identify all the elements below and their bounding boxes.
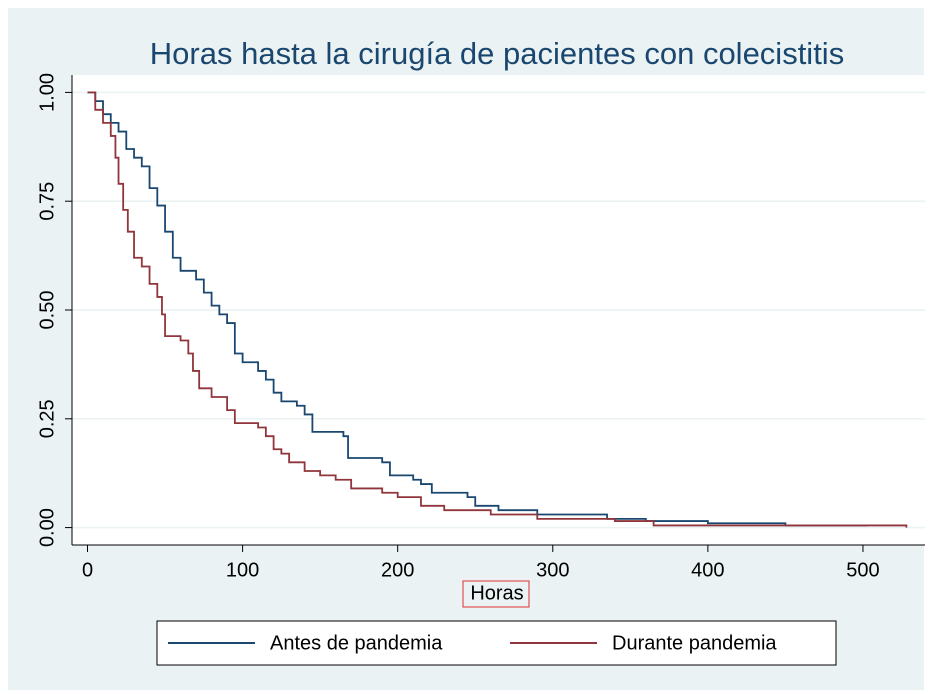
y-tick-label: 0.50 [36, 291, 58, 330]
x-tick-label: 500 [846, 559, 879, 581]
survival-line [87, 91, 868, 527]
y-tick-label: 0.25 [36, 399, 58, 438]
survival-line [87, 91, 908, 528]
x-tick-label: 400 [691, 559, 724, 581]
legend-label: Antes de pandemia [270, 632, 443, 654]
x-tick-label: 100 [226, 559, 259, 581]
x-axis-label: Horas [470, 582, 523, 604]
y-tick-label: 0.00 [36, 508, 58, 547]
y-tick-label: 1.00 [36, 73, 58, 112]
chart-title: Horas hasta la cirugía de pacientes con … [150, 36, 844, 71]
x-tick-label: 300 [536, 559, 569, 581]
legend-label: Durante pandemia [612, 632, 777, 654]
y-tick-label: 0.75 [36, 182, 58, 221]
x-tick-label: 200 [381, 559, 414, 581]
highlight-box [462, 580, 530, 608]
legend [156, 620, 837, 666]
x-tick-label: 0 [82, 559, 93, 581]
